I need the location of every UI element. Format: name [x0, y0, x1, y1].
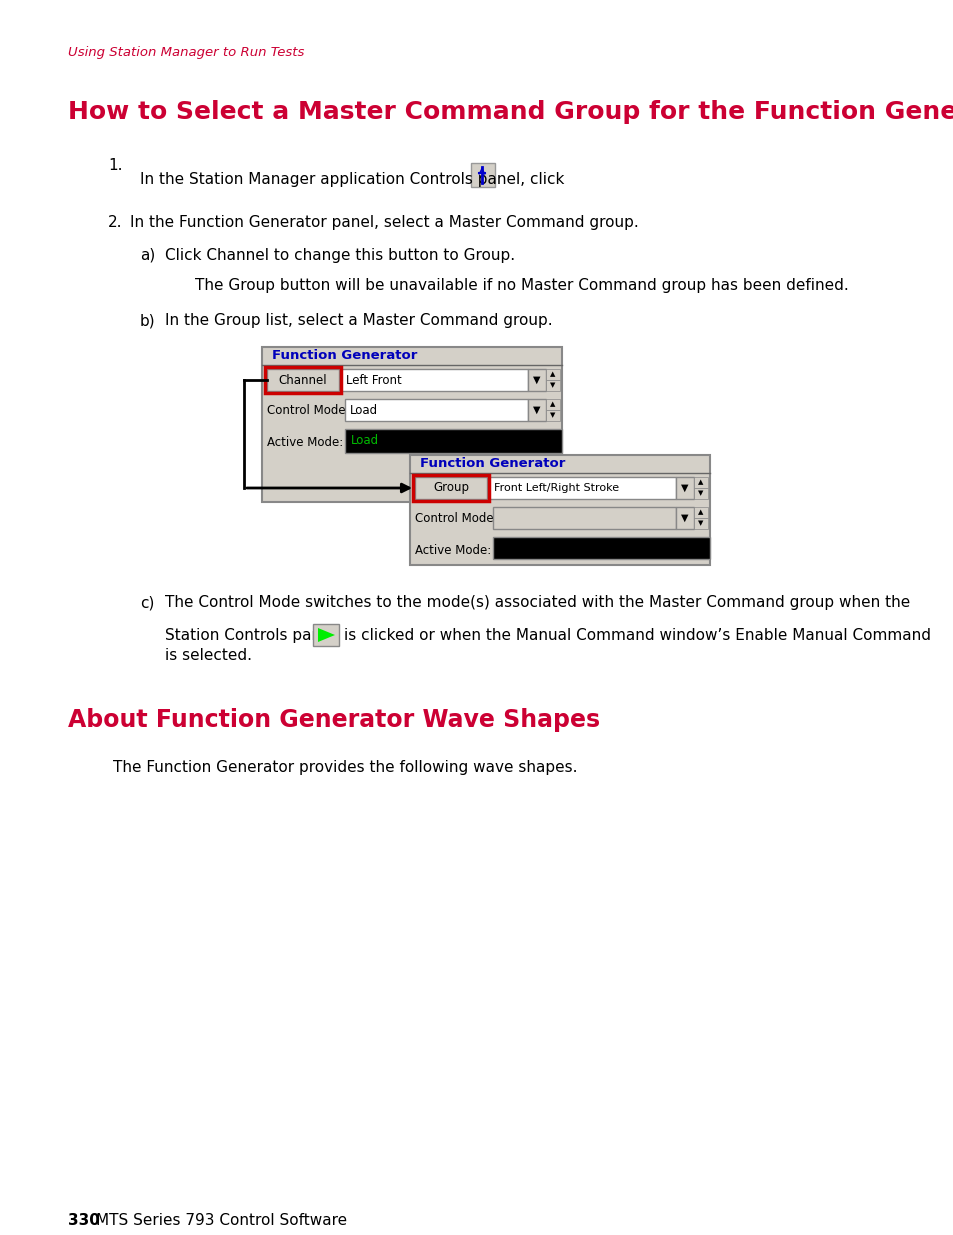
- Text: b): b): [140, 312, 155, 329]
- Text: About Function Generator Wave Shapes: About Function Generator Wave Shapes: [68, 708, 599, 732]
- FancyBboxPatch shape: [545, 369, 559, 380]
- Text: Click Channel to change this button to Group.: Click Channel to change this button to G…: [165, 248, 515, 263]
- Text: 2.: 2.: [108, 215, 122, 230]
- FancyBboxPatch shape: [693, 477, 707, 488]
- Text: MTS Series 793 Control Software: MTS Series 793 Control Software: [96, 1213, 347, 1228]
- FancyBboxPatch shape: [340, 369, 527, 391]
- Text: Using Station Manager to Run Tests: Using Station Manager to Run Tests: [68, 46, 304, 59]
- FancyBboxPatch shape: [471, 163, 495, 186]
- Text: Active Mode:: Active Mode:: [267, 436, 343, 448]
- Text: ▼: ▼: [550, 412, 555, 419]
- FancyBboxPatch shape: [345, 399, 527, 421]
- Polygon shape: [317, 629, 335, 642]
- Text: c): c): [140, 595, 154, 610]
- Text: Control Mode:: Control Mode:: [415, 511, 497, 525]
- Text: Channel: Channel: [278, 373, 327, 387]
- FancyBboxPatch shape: [693, 508, 707, 517]
- FancyBboxPatch shape: [262, 347, 561, 501]
- FancyBboxPatch shape: [493, 508, 676, 529]
- Text: ▼: ▼: [550, 383, 555, 389]
- FancyBboxPatch shape: [415, 477, 486, 499]
- Text: ▲: ▲: [550, 401, 555, 408]
- Text: Left Front: Left Front: [346, 373, 401, 387]
- Text: is clicked or when the Manual Command window’s Enable Manual Command: is clicked or when the Manual Command wi…: [344, 629, 930, 643]
- Text: ▼: ▼: [533, 405, 540, 415]
- FancyBboxPatch shape: [489, 477, 676, 499]
- Text: Function Generator: Function Generator: [272, 350, 416, 362]
- FancyBboxPatch shape: [313, 624, 338, 646]
- Text: How to Select a Master Command Group for the Function Generator: How to Select a Master Command Group for…: [68, 100, 953, 124]
- Text: In the Function Generator panel, select a Master Command group.: In the Function Generator panel, select …: [130, 215, 639, 230]
- Text: ▲: ▲: [698, 479, 703, 485]
- Text: Load: Load: [350, 404, 377, 416]
- FancyBboxPatch shape: [527, 369, 545, 391]
- Text: is selected.: is selected.: [165, 648, 252, 663]
- FancyBboxPatch shape: [345, 429, 561, 453]
- Text: Function Generator: Function Generator: [419, 457, 565, 471]
- FancyBboxPatch shape: [493, 537, 709, 559]
- FancyBboxPatch shape: [410, 454, 709, 564]
- FancyBboxPatch shape: [545, 410, 559, 421]
- Text: 330: 330: [68, 1213, 100, 1228]
- Text: In the Station Manager application Controls panel, click: In the Station Manager application Contr…: [140, 172, 564, 186]
- Text: ▼: ▼: [698, 490, 703, 496]
- Text: Load: Load: [351, 435, 378, 447]
- FancyBboxPatch shape: [676, 477, 693, 499]
- Text: Active Mode:: Active Mode:: [415, 543, 491, 557]
- Text: ▼: ▼: [680, 483, 688, 493]
- Text: Front Left/Right Stroke: Front Left/Right Stroke: [494, 483, 618, 493]
- FancyBboxPatch shape: [527, 399, 545, 421]
- Text: In the Group list, select a Master Command group.: In the Group list, select a Master Comma…: [165, 312, 552, 329]
- FancyBboxPatch shape: [545, 399, 559, 410]
- Text: Control Mode:: Control Mode:: [267, 404, 349, 416]
- Text: 1.: 1.: [108, 158, 122, 173]
- Text: The Group button will be unavailable if no Master Command group has been defined: The Group button will be unavailable if …: [194, 278, 848, 293]
- FancyBboxPatch shape: [676, 508, 693, 529]
- Text: ▼: ▼: [680, 513, 688, 522]
- FancyBboxPatch shape: [693, 488, 707, 499]
- Text: Group: Group: [433, 482, 469, 494]
- FancyBboxPatch shape: [267, 369, 338, 391]
- Text: The Control Mode switches to the mode(s) associated with the Master Command grou: The Control Mode switches to the mode(s)…: [165, 595, 909, 610]
- Text: ▼: ▼: [533, 375, 540, 385]
- FancyBboxPatch shape: [545, 380, 559, 391]
- Text: a): a): [140, 248, 155, 263]
- Text: The Function Generator provides the following wave shapes.: The Function Generator provides the foll…: [112, 760, 577, 776]
- Text: ▼: ▼: [698, 520, 703, 526]
- Text: Station Controls panel: Station Controls panel: [165, 629, 335, 643]
- Text: ▲: ▲: [550, 372, 555, 378]
- FancyBboxPatch shape: [693, 517, 707, 529]
- Text: ▲: ▲: [698, 510, 703, 515]
